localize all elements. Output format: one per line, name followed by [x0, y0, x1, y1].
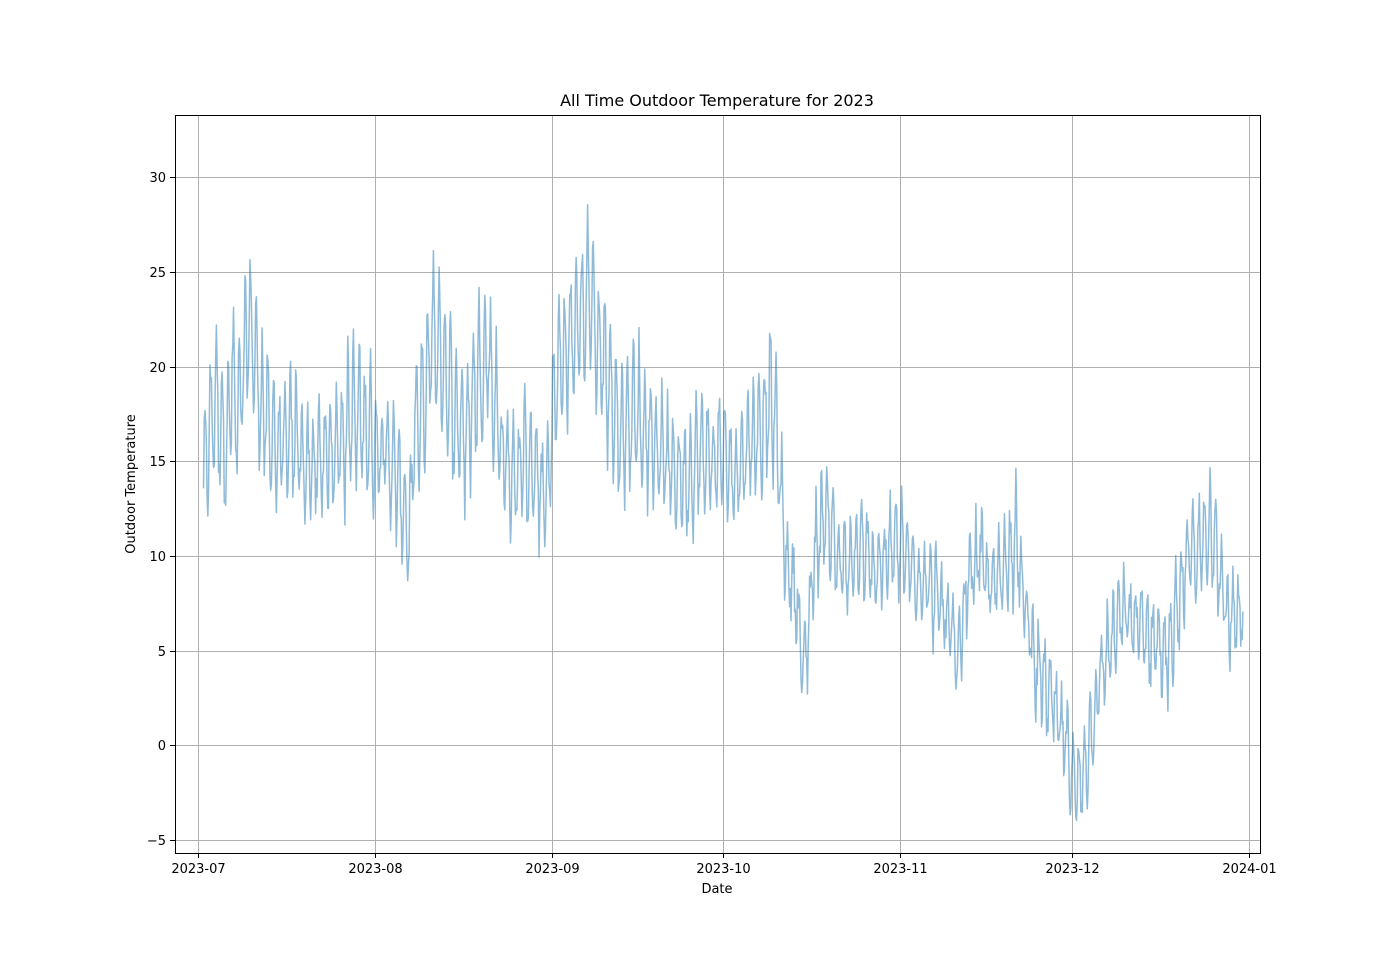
x-axis-label: Date — [701, 882, 732, 897]
x-tick-label: 2023-07 — [171, 862, 225, 877]
x-tick-label: 2023-08 — [348, 862, 402, 877]
chart-title: All Time Outdoor Temperature for 2023 — [560, 91, 874, 110]
y-axis-label: Outdoor Temperature — [124, 414, 139, 554]
x-tick-label: 2023-11 — [873, 862, 927, 877]
y-tick-label: −5 — [147, 834, 166, 849]
x-tick-label: 2023-12 — [1045, 862, 1099, 877]
y-tick-label: 10 — [149, 550, 166, 565]
x-tick-label: 2023-09 — [525, 862, 579, 877]
y-tick-label: 25 — [149, 266, 166, 281]
y-tick-label: 20 — [149, 361, 166, 376]
y-tick-label: 0 — [158, 739, 166, 754]
temperature-series-line — [202, 204, 1244, 822]
tick-group: 2023-07 2023-08 2023-09 2023-10 2023-11 2023-… — [147, 171, 1277, 877]
x-tick-label: 2023-10 — [696, 862, 750, 877]
y-tick-label: 5 — [158, 645, 166, 660]
x-tick-label: 2024-01 — [1222, 862, 1276, 877]
y-tick-label: 15 — [149, 455, 166, 470]
series-group — [202, 204, 1244, 822]
y-tick-label: 30 — [149, 171, 166, 186]
plot-frame — [175, 115, 1261, 854]
